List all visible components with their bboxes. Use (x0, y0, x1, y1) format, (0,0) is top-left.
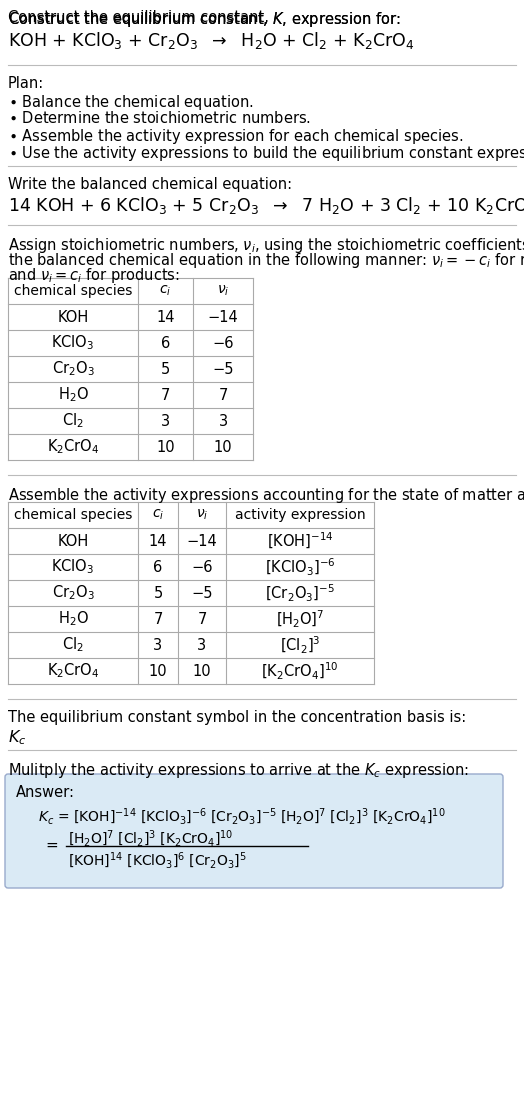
Text: KClO$_3$: KClO$_3$ (51, 558, 94, 577)
Text: Mulitply the activity expressions to arrive at the $K_c$ expression:: Mulitply the activity expressions to arr… (8, 761, 469, 780)
Text: [K$_2$CrO$_4$]$^{10}$: [K$_2$CrO$_4$]$^{10}$ (261, 661, 339, 682)
Text: [Cr$_2$O$_3$]$^{-5}$: [Cr$_2$O$_3$]$^{-5}$ (265, 582, 335, 603)
Text: 14 KOH + 6 KClO$_3$ + 5 Cr$_2$O$_3$  $\rightarrow$  7 H$_2$O + 3 Cl$_2$ + 10 K$_: 14 KOH + 6 KClO$_3$ + 5 Cr$_2$O$_3$ $\ri… (8, 194, 524, 215)
Text: −14: −14 (208, 309, 238, 325)
Text: Construct the equilibrium constant, $K$, expression for:: Construct the equilibrium constant, $K$,… (8, 10, 401, 29)
Text: 3: 3 (219, 413, 227, 429)
Text: −5: −5 (191, 586, 213, 600)
Text: Cl$_2$: Cl$_2$ (62, 412, 84, 430)
Text: Write the balanced chemical equation:: Write the balanced chemical equation: (8, 177, 292, 192)
Text: K$_2$CrO$_4$: K$_2$CrO$_4$ (47, 438, 99, 456)
Text: Assign stoichiometric numbers, $\nu_i$, using the stoichiometric coefficients, $: Assign stoichiometric numbers, $\nu_i$, … (8, 236, 524, 255)
Text: $\bullet$ Determine the stoichiometric numbers.: $\bullet$ Determine the stoichiometric n… (8, 110, 311, 126)
Text: [KOH]$^{-14}$: [KOH]$^{-14}$ (267, 530, 333, 551)
Text: K$_2$CrO$_4$: K$_2$CrO$_4$ (47, 662, 99, 681)
Text: Cr$_2$O$_3$: Cr$_2$O$_3$ (52, 359, 94, 378)
Text: −6: −6 (191, 559, 213, 575)
Text: KClO$_3$: KClO$_3$ (51, 334, 94, 352)
Text: 5: 5 (154, 586, 162, 600)
Text: −5: −5 (212, 361, 234, 377)
Text: $\bullet$ Use the activity expressions to build the equilibrium constant express: $\bullet$ Use the activity expressions t… (8, 144, 524, 164)
Text: the balanced chemical equation in the following manner: $\nu_i = -c_i$ for react: the balanced chemical equation in the fo… (8, 251, 524, 270)
Text: The equilibrium constant symbol in the concentration basis is:: The equilibrium constant symbol in the c… (8, 711, 466, 725)
Text: 7: 7 (198, 611, 206, 627)
Text: Construct the equilibrium constant, $K$, expression for:: Construct the equilibrium constant, $K$,… (8, 10, 401, 29)
Text: $\nu_i$: $\nu_i$ (196, 508, 208, 523)
Text: $K_c$: $K_c$ (8, 728, 26, 747)
Text: KOH + KClO$_3$ + Cr$_2$O$_3$  $\rightarrow$  H$_2$O + Cl$_2$ + K$_2$CrO$_4$: KOH + KClO$_3$ + Cr$_2$O$_3$ $\rightarro… (8, 30, 414, 51)
Text: $c_i$: $c_i$ (152, 508, 164, 523)
Text: 3: 3 (154, 638, 162, 652)
Text: 14: 14 (156, 309, 174, 325)
Text: [KClO$_3$]$^{-6}$: [KClO$_3$]$^{-6}$ (265, 557, 335, 578)
Text: chemical species: chemical species (14, 284, 132, 298)
Text: [H$_2$O]$^7$ [Cl$_2$]$^3$ [K$_2$CrO$_4$]$^{10}$: [H$_2$O]$^7$ [Cl$_2$]$^3$ [K$_2$CrO$_4$]… (68, 829, 233, 850)
Text: 7: 7 (154, 611, 162, 627)
Text: 3: 3 (161, 413, 170, 429)
Text: Answer:: Answer: (16, 785, 75, 800)
Text: −6: −6 (212, 336, 234, 350)
Text: Plan:: Plan: (8, 76, 44, 91)
Text: and $\nu_i = c_i$ for products:: and $\nu_i = c_i$ for products: (8, 266, 180, 285)
Text: [KOH]$^{14}$ [KClO$_3$]$^6$ [Cr$_2$O$_3$]$^5$: [KOH]$^{14}$ [KClO$_3$]$^6$ [Cr$_2$O$_3$… (68, 851, 247, 872)
Text: 3: 3 (198, 638, 206, 652)
Text: Assemble the activity expressions accounting for the state of matter and $\nu_i$: Assemble the activity expressions accoun… (8, 486, 524, 505)
Text: 6: 6 (154, 559, 162, 575)
Text: 7: 7 (219, 388, 228, 402)
Text: $\bullet$ Assemble the activity expression for each chemical species.: $\bullet$ Assemble the activity expressi… (8, 127, 463, 146)
Text: Cl$_2$: Cl$_2$ (62, 635, 84, 654)
Text: [Cl$_2$]$^3$: [Cl$_2$]$^3$ (280, 634, 320, 655)
Text: =: = (46, 838, 58, 852)
Text: Cr$_2$O$_3$: Cr$_2$O$_3$ (52, 583, 94, 602)
Text: 14: 14 (149, 534, 167, 548)
Text: H$_2$O: H$_2$O (58, 610, 89, 629)
Text: −14: −14 (187, 534, 217, 548)
Text: 5: 5 (161, 361, 170, 377)
Text: $c_i$: $c_i$ (159, 284, 172, 298)
Text: [H$_2$O]$^7$: [H$_2$O]$^7$ (276, 609, 324, 630)
Text: 7: 7 (161, 388, 170, 402)
Text: chemical species: chemical species (14, 508, 132, 522)
FancyBboxPatch shape (5, 774, 503, 888)
Text: Construct the equilibrium constant,: Construct the equilibrium constant, (8, 10, 274, 25)
Text: KOH: KOH (57, 309, 89, 325)
Text: KOH: KOH (57, 534, 89, 548)
Text: activity expression: activity expression (235, 508, 365, 522)
Text: 10: 10 (214, 440, 232, 454)
Text: 6: 6 (161, 336, 170, 350)
Text: 10: 10 (149, 663, 167, 678)
Text: 10: 10 (156, 440, 175, 454)
Text: H$_2$O: H$_2$O (58, 386, 89, 404)
Text: 10: 10 (193, 663, 211, 678)
Text: $\nu_i$: $\nu_i$ (217, 284, 229, 298)
Text: $K_c$ = [KOH]$^{-14}$ [KClO$_3$]$^{-6}$ [Cr$_2$O$_3$]$^{-5}$ [H$_2$O]$^7$ [Cl$_2: $K_c$ = [KOH]$^{-14}$ [KClO$_3$]$^{-6}$ … (38, 807, 445, 828)
Text: $\bullet$ Balance the chemical equation.: $\bullet$ Balance the chemical equation. (8, 93, 254, 112)
